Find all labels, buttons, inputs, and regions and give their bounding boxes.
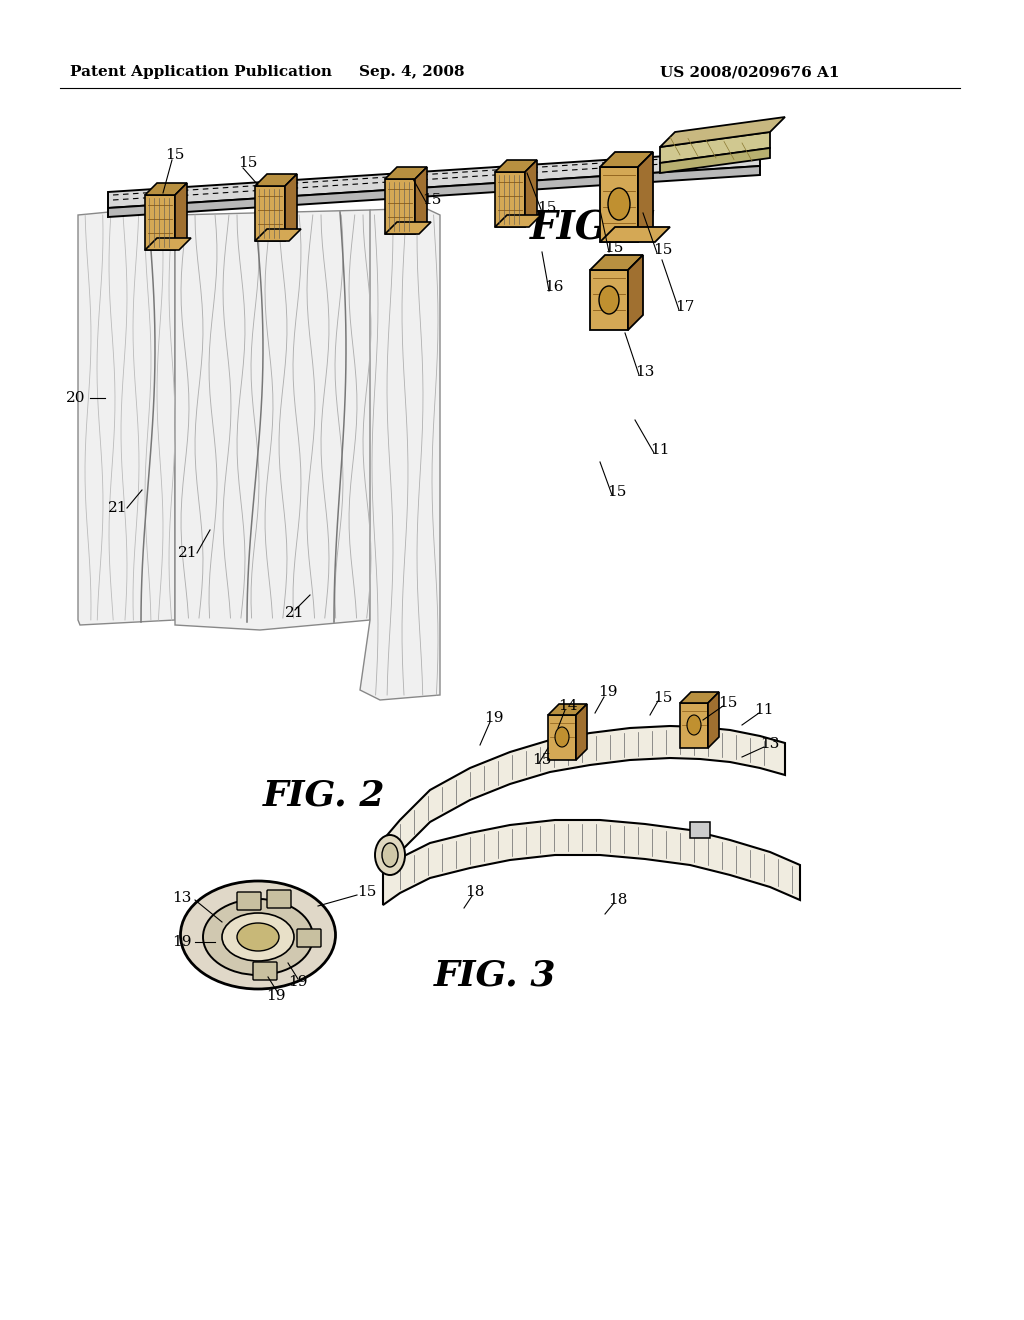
- Polygon shape: [590, 271, 628, 330]
- Text: 21: 21: [286, 606, 305, 620]
- Text: 20: 20: [67, 391, 86, 405]
- Polygon shape: [680, 704, 708, 748]
- Text: FIG. 2: FIG. 2: [263, 777, 385, 812]
- Polygon shape: [385, 180, 415, 234]
- Text: 17: 17: [675, 300, 694, 314]
- Text: 15: 15: [532, 752, 552, 767]
- Text: 13: 13: [172, 891, 191, 906]
- Polygon shape: [415, 168, 427, 234]
- Text: 11: 11: [650, 444, 670, 457]
- Text: 13: 13: [760, 737, 779, 751]
- Polygon shape: [525, 160, 537, 227]
- Text: FIG. 3: FIG. 3: [434, 958, 556, 993]
- FancyBboxPatch shape: [237, 892, 261, 909]
- Polygon shape: [255, 228, 301, 242]
- Polygon shape: [145, 238, 191, 249]
- Text: US 2008/0209676 A1: US 2008/0209676 A1: [660, 65, 840, 79]
- Text: 16: 16: [544, 280, 564, 294]
- Text: Patent Application Publication: Patent Application Publication: [70, 65, 332, 79]
- Polygon shape: [600, 168, 638, 242]
- Polygon shape: [680, 692, 719, 704]
- Polygon shape: [383, 820, 800, 906]
- Polygon shape: [495, 160, 537, 172]
- Polygon shape: [360, 209, 440, 700]
- Polygon shape: [78, 210, 175, 624]
- Polygon shape: [660, 117, 785, 147]
- Polygon shape: [145, 183, 187, 195]
- Text: Sep. 4, 2008: Sep. 4, 2008: [359, 65, 465, 79]
- FancyBboxPatch shape: [267, 890, 291, 908]
- Polygon shape: [385, 168, 427, 180]
- Polygon shape: [108, 150, 760, 209]
- Polygon shape: [175, 210, 380, 630]
- Ellipse shape: [203, 899, 313, 975]
- Polygon shape: [690, 822, 710, 838]
- Text: 15: 15: [653, 243, 673, 257]
- Polygon shape: [590, 255, 643, 271]
- Text: 15: 15: [239, 156, 258, 170]
- Text: 18: 18: [608, 894, 628, 907]
- Ellipse shape: [222, 913, 294, 961]
- Text: 19: 19: [484, 711, 504, 725]
- Text: 19: 19: [598, 685, 617, 700]
- Ellipse shape: [687, 715, 701, 735]
- Polygon shape: [145, 195, 175, 249]
- Text: 19: 19: [288, 975, 308, 989]
- Text: 15: 15: [653, 690, 673, 705]
- Polygon shape: [108, 166, 760, 216]
- Ellipse shape: [608, 187, 630, 220]
- Polygon shape: [255, 186, 285, 242]
- Polygon shape: [628, 255, 643, 330]
- Ellipse shape: [180, 880, 336, 989]
- Polygon shape: [383, 726, 785, 873]
- Polygon shape: [638, 152, 653, 242]
- Text: 14: 14: [558, 700, 578, 713]
- FancyBboxPatch shape: [253, 962, 278, 979]
- Text: 13: 13: [635, 366, 654, 379]
- Ellipse shape: [599, 286, 618, 314]
- Polygon shape: [285, 174, 297, 242]
- Polygon shape: [708, 692, 719, 748]
- Text: 15: 15: [604, 242, 624, 255]
- Text: FIG. 1: FIG. 1: [530, 209, 662, 247]
- Text: 21: 21: [178, 546, 198, 560]
- Polygon shape: [175, 183, 187, 249]
- Polygon shape: [660, 132, 770, 162]
- Polygon shape: [600, 227, 670, 242]
- Text: 15: 15: [357, 884, 377, 899]
- Text: 15: 15: [607, 484, 627, 499]
- Polygon shape: [255, 174, 297, 186]
- Text: 15: 15: [718, 696, 737, 710]
- Text: 19: 19: [266, 989, 286, 1003]
- Ellipse shape: [237, 923, 279, 950]
- Text: 18: 18: [465, 884, 484, 899]
- Text: 15: 15: [538, 201, 557, 215]
- Polygon shape: [660, 148, 770, 173]
- Polygon shape: [495, 215, 541, 227]
- Text: 11: 11: [755, 704, 774, 717]
- Polygon shape: [495, 172, 525, 227]
- Polygon shape: [548, 715, 575, 760]
- Text: 15: 15: [422, 193, 441, 207]
- Polygon shape: [575, 704, 587, 760]
- Ellipse shape: [375, 836, 406, 875]
- Text: 21: 21: [109, 502, 128, 515]
- Text: 19: 19: [172, 935, 191, 949]
- Polygon shape: [385, 222, 431, 234]
- Polygon shape: [548, 704, 587, 715]
- Ellipse shape: [382, 843, 398, 867]
- FancyBboxPatch shape: [297, 929, 321, 946]
- Polygon shape: [600, 152, 653, 168]
- Ellipse shape: [555, 727, 569, 747]
- Text: 15: 15: [165, 148, 184, 162]
